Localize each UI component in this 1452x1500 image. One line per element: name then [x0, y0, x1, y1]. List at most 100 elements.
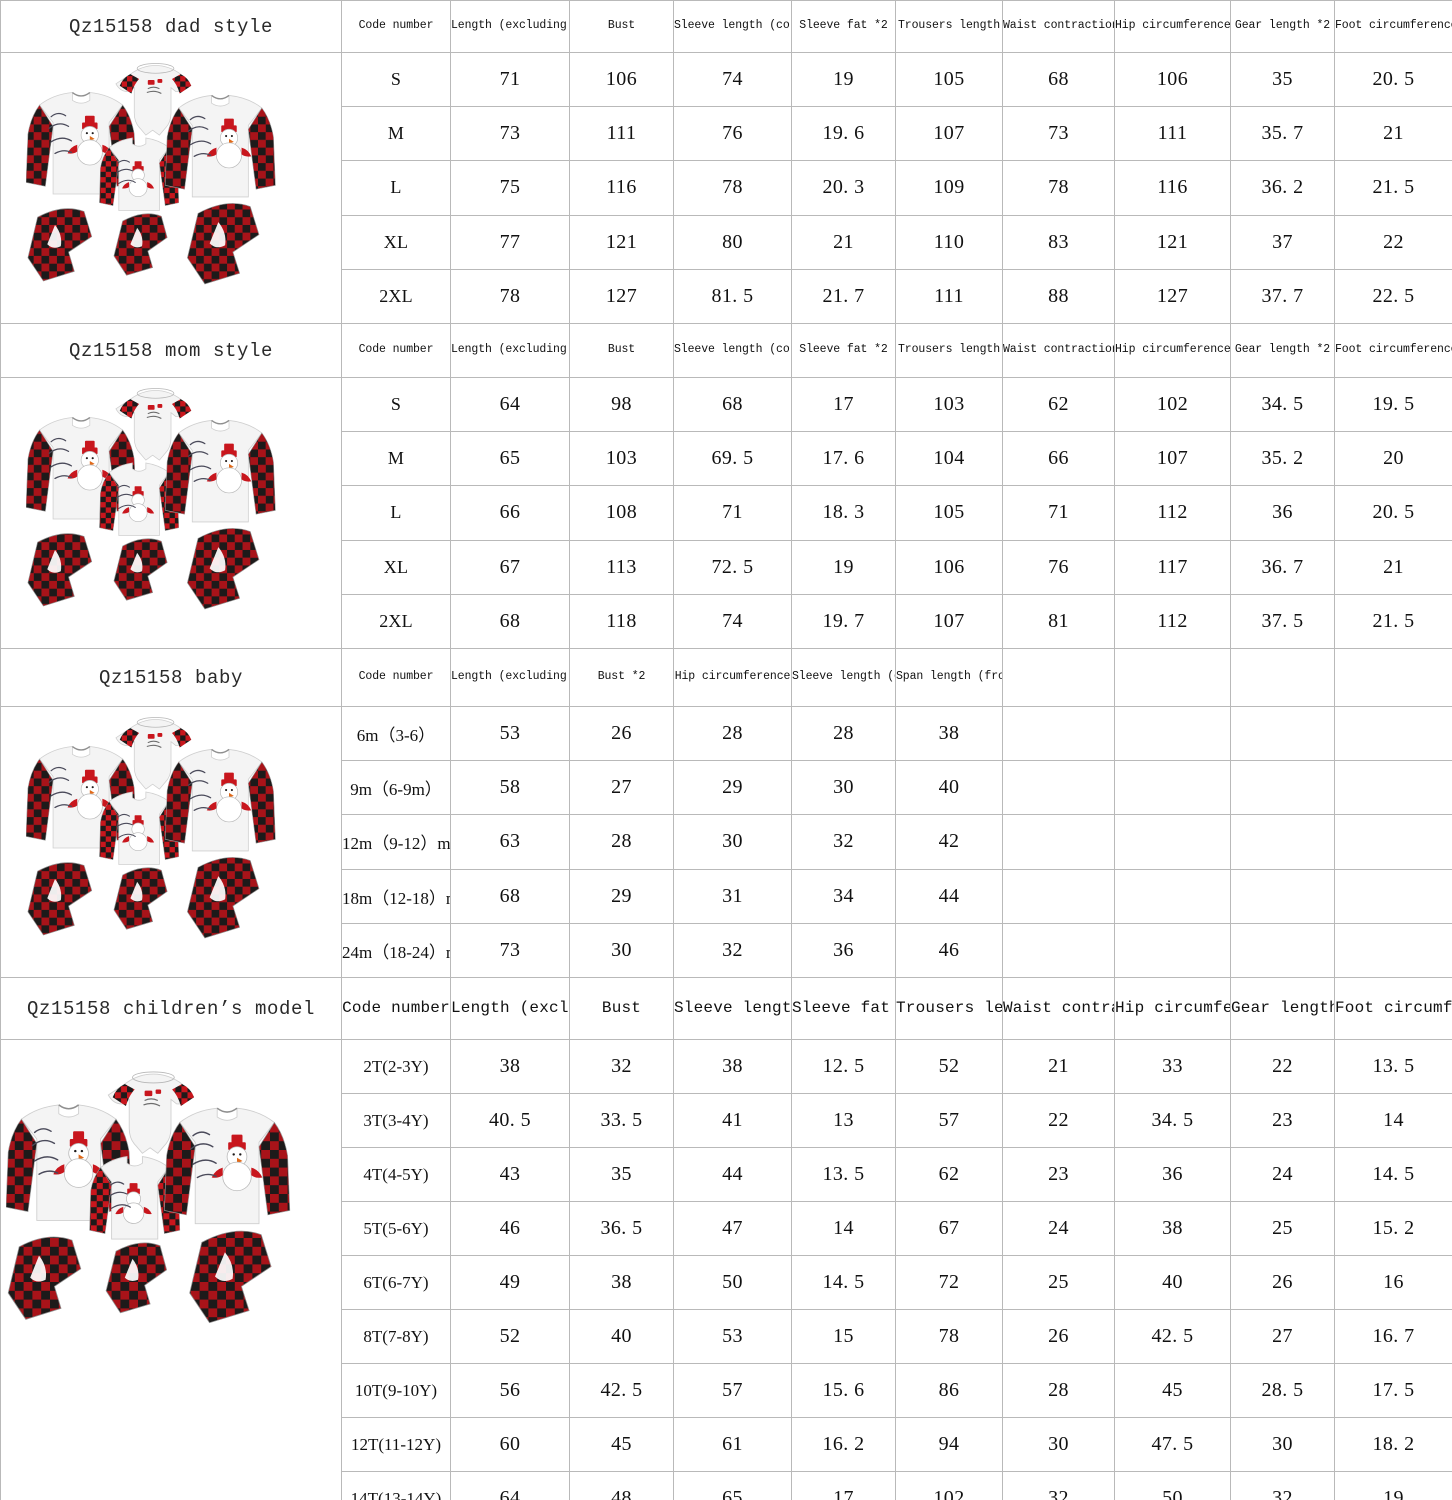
- empty-cell: [1334, 814, 1452, 870]
- section-data-row-children-4: 6T(6-7Y) 49 38 50 14. 5 72 25 40 26 16: [1, 1255, 1452, 1310]
- measurement-cell: 64: [450, 376, 570, 433]
- measurement-cell: 21. 5: [1334, 160, 1452, 216]
- measurement-cell: 17. 6: [791, 431, 896, 487]
- measurement-cell: 48: [569, 1471, 674, 1500]
- size-code-cell: XL: [341, 539, 451, 595]
- measurement-cell: 72. 5: [673, 539, 792, 595]
- measurement-cell: 38: [895, 705, 1003, 762]
- size-code-cell: 10T(9-10Y): [341, 1363, 451, 1418]
- measurement-cell: 69. 5: [673, 431, 792, 487]
- measurement-cell: 26: [569, 705, 674, 762]
- product-image-dad: [0, 52, 342, 324]
- measurement-cell: 16: [1334, 1255, 1452, 1310]
- measurement-cell: 15. 2: [1334, 1201, 1452, 1256]
- product-illustration: [26, 388, 276, 610]
- measurement-cell: 112: [1114, 485, 1231, 541]
- measurement-cell: 127: [1114, 268, 1231, 325]
- size-code-cell: 4T(4-5Y): [341, 1147, 451, 1202]
- measurement-cell: 107: [895, 106, 1003, 162]
- measurement-cell: 111: [1114, 106, 1231, 162]
- measurement-cell: 68: [450, 868, 570, 924]
- measurement-cell: 47. 5: [1114, 1417, 1231, 1472]
- size-code-cell: L: [341, 485, 451, 541]
- section-data-row-children-1: 3T(3-4Y) 40. 5 33. 5 41 13 57 22 34. 5 23 14: [1, 1093, 1452, 1148]
- measurement-cell: 30: [791, 760, 896, 816]
- measurement-cell: 107: [895, 593, 1003, 650]
- empty-cell: [1002, 868, 1115, 924]
- measurement-cell: 53: [673, 1309, 792, 1364]
- measurement-cell: 33: [1114, 1039, 1231, 1094]
- measurement-cell: 66: [1002, 431, 1115, 487]
- measurement-cell: 76: [673, 106, 792, 162]
- column-header-dad-9: Foot circumference *2: [1334, 0, 1452, 53]
- empty-cell: [1334, 648, 1452, 707]
- section-label-children: Qz15158 children’s model: [0, 977, 342, 1040]
- measurement-cell: 106: [895, 539, 1003, 595]
- measurement-cell: 78: [673, 160, 792, 216]
- measurement-cell: 35: [1230, 51, 1335, 108]
- measurement-cell: 17: [791, 376, 896, 433]
- empty-cell: [1230, 705, 1335, 762]
- measurement-cell: 105: [895, 485, 1003, 541]
- column-header-children-2: Bust: [569, 977, 674, 1040]
- section-header-row-mom: Qz15158 mom style Code number Length (excl…: [0, 323, 1452, 378]
- empty-cell: [1002, 705, 1115, 762]
- measurement-cell: 57: [895, 1093, 1003, 1148]
- measurement-cell: 26: [1230, 1255, 1335, 1310]
- measurement-cell: 43: [450, 1147, 570, 1202]
- measurement-cell: 32: [791, 814, 896, 870]
- section-data-row-dad-4: 2XL 78 127 81. 5 21. 7 111 88 127 37. 7 22. 5: [1, 268, 1452, 325]
- column-header-mom-9: Foot circumference *2: [1334, 323, 1452, 378]
- measurement-cell: 102: [895, 1471, 1003, 1500]
- measurement-cell: 24: [1002, 1201, 1115, 1256]
- empty-cell: [1334, 868, 1452, 924]
- measurement-cell: 121: [569, 214, 674, 270]
- measurement-cell: 46: [450, 1201, 570, 1256]
- measurement-cell: 27: [1230, 1309, 1335, 1364]
- section-data-row-dad-0: S 71 106 74 19 105 68 106 35 20. 5: [0, 51, 1452, 324]
- measurement-cell: 15: [791, 1309, 896, 1364]
- section-data-row-children-7: 12T(11-12Y) 60 45 61 16. 2 94 30 47. 5 30 18. 2: [1, 1417, 1452, 1472]
- measurement-cell: 23: [1002, 1147, 1115, 1202]
- measurement-cell: 22: [1334, 214, 1452, 270]
- column-header-baby-5: Span length (from shoulder top to: [895, 648, 1003, 707]
- measurement-cell: 73: [1002, 106, 1115, 162]
- column-header-mom-2: Bust: [569, 323, 674, 378]
- measurement-cell: 20: [1334, 431, 1452, 487]
- measurement-cell: 28: [791, 705, 896, 762]
- measurement-cell: 14. 5: [1334, 1147, 1452, 1202]
- measurement-cell: 68: [450, 593, 570, 650]
- column-header-baby-4: Sleeve length (collar: [791, 648, 896, 707]
- column-header-dad-1: Length (excluding collar height): [450, 0, 570, 53]
- measurement-cell: 53: [450, 705, 570, 762]
- measurement-cell: 23: [1230, 1093, 1335, 1148]
- section-header-row-children: Qz15158 children’s model Code number Lengt…: [0, 977, 1452, 1040]
- measurement-cell: 32: [1230, 1471, 1335, 1500]
- section-data-row-children-2: 4T(4-5Y) 43 35 44 13. 5 62 23 36 24 14. 5: [1, 1147, 1452, 1202]
- empty-cell: [1230, 868, 1335, 924]
- section-data-row-children-0: 2T(2-3Y) 38 32 38 12. 5 52 21 33 22 13. 5: [0, 1039, 1452, 1500]
- measurement-cell: 98: [569, 376, 674, 433]
- measurement-cell: 72: [895, 1255, 1003, 1310]
- empty-cell: [1334, 705, 1452, 762]
- column-header-children-9: Foot circumference *2: [1334, 977, 1452, 1040]
- measurement-cell: 78: [895, 1309, 1003, 1364]
- section-data-row-mom-3: XL 67 113 72. 5 19 106 76 117 36. 7 21: [1, 539, 1452, 595]
- product-image-baby: [0, 706, 342, 978]
- measurement-cell: 127: [569, 268, 674, 325]
- section-data-row-baby-1: 9m（6-9m） 58 27 29 30 40: [1, 760, 1452, 816]
- measurement-cell: 68: [673, 376, 792, 433]
- measurement-cell: 74: [673, 593, 792, 650]
- measurement-cell: 42. 5: [1114, 1309, 1231, 1364]
- column-header-mom-1: Length (excluding collar height): [450, 323, 570, 378]
- measurement-cell: 86: [895, 1363, 1003, 1418]
- size-code-cell: 3T(3-4Y): [341, 1093, 451, 1148]
- measurement-cell: 57: [673, 1363, 792, 1418]
- section-data-row-mom-0: S 64 98 68 17 103 62 102 34. 5 19. 5: [0, 376, 1452, 649]
- measurement-cell: 19: [791, 539, 896, 595]
- empty-cell: [1114, 648, 1231, 707]
- measurement-cell: 13. 5: [1334, 1039, 1452, 1094]
- size-code-cell: S: [341, 51, 451, 108]
- measurement-cell: 36. 5: [569, 1201, 674, 1256]
- measurement-cell: 38: [673, 1039, 792, 1094]
